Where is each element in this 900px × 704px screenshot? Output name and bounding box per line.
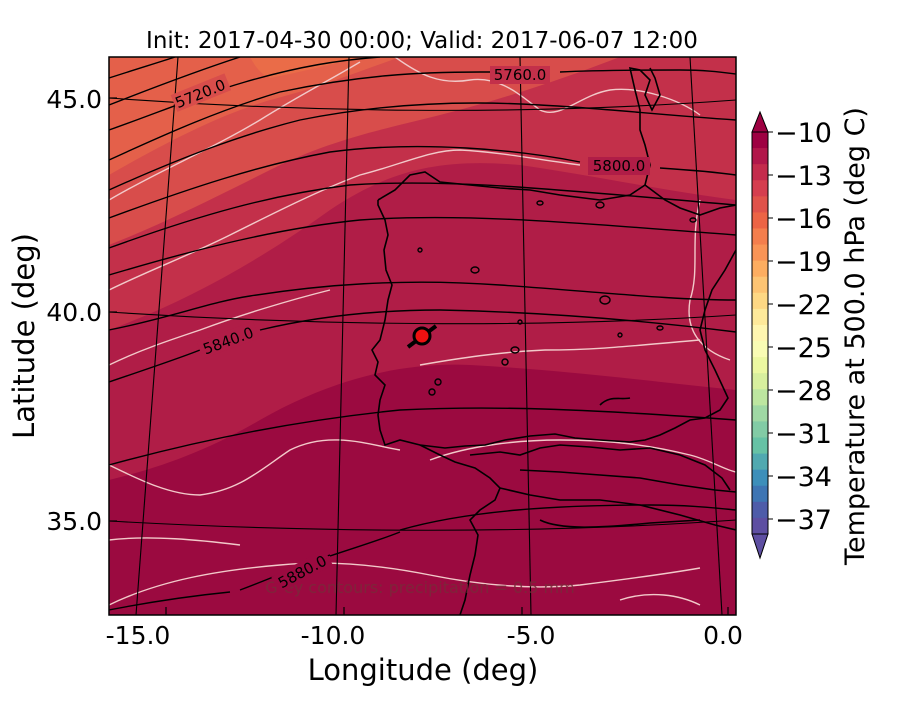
figure-title: Init: 2017-04-30 00:00; Valid: 2017-06-0… <box>146 28 698 54</box>
x-tick-label: 0.0 <box>703 621 743 650</box>
colorbar-band <box>752 357 768 374</box>
coastline <box>371 66 736 615</box>
map-panel[interactable]: Grey contours: precipitation = 0.5 mm <box>109 57 736 615</box>
colorbar: −10 −13 −16 −19 −22 −25 −28 −31 −34 −37 … <box>751 107 871 566</box>
colorbar-band <box>752 164 768 181</box>
colorbar-band <box>752 341 768 358</box>
location-marker[interactable] <box>412 326 432 346</box>
contour-label-5760: 5760.0 <box>494 66 547 84</box>
axis-ticks <box>109 97 729 615</box>
colorbar-extend-top <box>751 110 769 133</box>
colorbar-label: Temperature at 500.0 hPa (deg C) <box>840 107 871 566</box>
x-tick-label: -15.0 <box>106 621 171 650</box>
colorbar-band <box>752 453 768 471</box>
colorbar-band <box>752 132 768 149</box>
x-tick-labels: -15.0 -10.0 -5.0 0.0 <box>106 621 743 650</box>
colorbar-tick-label: −16 <box>775 204 832 235</box>
colorbar-band <box>752 228 768 246</box>
graticule <box>109 57 736 615</box>
colorbar-ticks <box>768 131 773 520</box>
x-axis-label: Longitude (deg) <box>308 653 539 687</box>
colorbar-tick-label: −13 <box>775 161 832 192</box>
colorbar-tick-label: −31 <box>775 419 832 450</box>
x-tick-label: -10.0 <box>301 621 366 650</box>
colorbar-tick-label: −22 <box>775 290 832 321</box>
colorbar-band <box>752 276 768 294</box>
colorbar-band <box>752 517 768 535</box>
colorbar-tick-label: −25 <box>775 333 832 364</box>
y-tick-label: 40.0 <box>46 298 102 327</box>
colorbar-band <box>752 501 768 519</box>
colorbar-tick-labels: −10 −13 −16 −19 −22 −25 −28 −31 −34 −37 <box>775 118 832 536</box>
colorbar-band <box>752 148 768 165</box>
y-tick-label: 35.0 <box>46 507 102 536</box>
map-footnote: Grey contours: precipitation = 0.5 mm <box>265 578 574 597</box>
temp-band-hotter <box>109 57 400 175</box>
colorbar-bands <box>752 132 768 535</box>
colorbar-band <box>752 292 768 310</box>
colorbar-band <box>752 469 768 487</box>
colorbar-extend-bottom <box>751 533 769 560</box>
colorbar-band <box>752 308 768 326</box>
y-tick-label: 45.0 <box>46 85 102 114</box>
contour-label-5800: 5800.0 <box>593 157 646 175</box>
colorbar-band <box>752 212 768 230</box>
x-tick-label: -5.0 <box>507 621 556 650</box>
y-axis-label: Latitude (deg) <box>7 233 41 439</box>
colorbar-band <box>752 196 768 213</box>
colorbar-band <box>752 324 768 342</box>
colorbar-tick-label: −34 <box>775 462 832 493</box>
colorbar-band <box>752 405 768 423</box>
colorbar-band <box>752 389 768 406</box>
height-contours <box>109 57 736 611</box>
colorbar-band <box>752 421 768 439</box>
colorbar-band <box>752 437 768 455</box>
colorbar-band <box>752 485 768 503</box>
colorbar-band <box>752 260 768 278</box>
colorbar-band <box>752 180 768 197</box>
islands <box>417 200 697 396</box>
map-frame <box>108 56 737 616</box>
colorbar-tick-label: −28 <box>775 376 832 407</box>
colorbar-tick-label: −10 <box>775 118 832 149</box>
y-tick-labels: 45.0 40.0 35.0 <box>46 85 102 536</box>
colorbar-tick-label: −19 <box>775 247 832 278</box>
colorbar-tick-label: −37 <box>775 505 832 536</box>
colorbar-band <box>752 244 768 262</box>
colorbar-band <box>752 373 768 390</box>
